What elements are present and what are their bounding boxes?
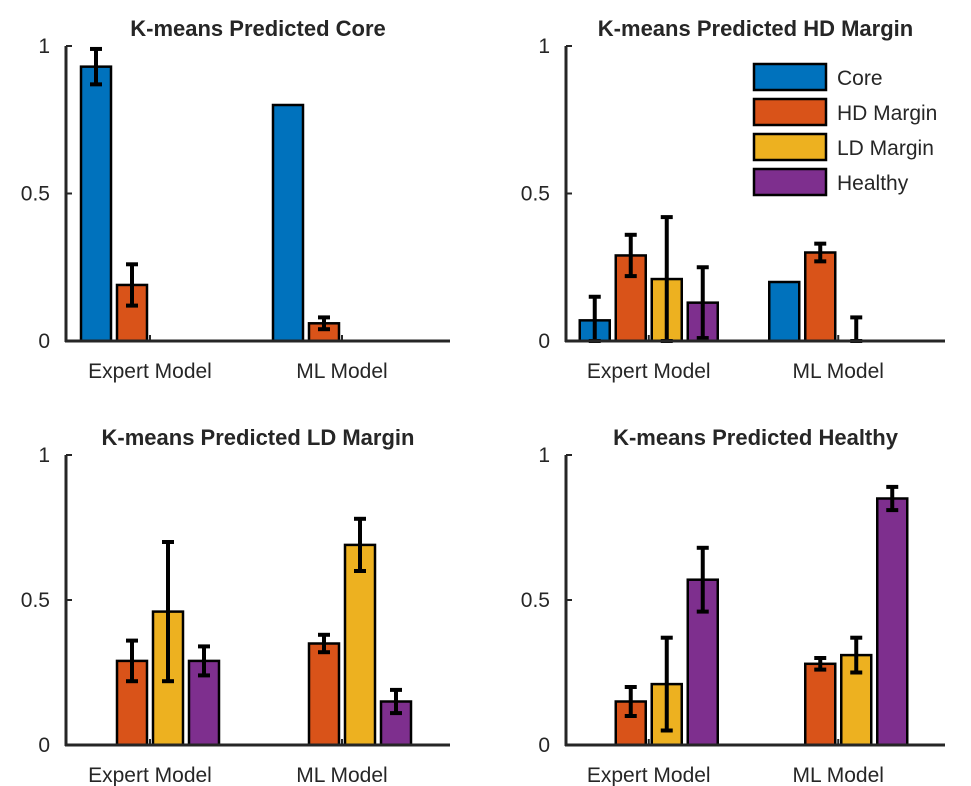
bar (271, 103, 305, 343)
chart-title: K-means Predicted HD Margin (598, 16, 913, 41)
y-tick-label: 1 (38, 444, 50, 467)
legend-swatch (752, 132, 828, 162)
y-tick-label: 0 (538, 734, 550, 757)
bar (343, 543, 377, 747)
bar (768, 280, 801, 343)
x-tick-label: Expert Model (88, 360, 212, 383)
y-tick-label: 0 (38, 734, 50, 757)
chart-title: K-means Predicted Core (130, 16, 386, 41)
legend-label: Healthy (837, 172, 909, 195)
bar (79, 65, 113, 343)
bar (804, 251, 837, 343)
panel-2: K-means Predicted HD Margin 0 0.5 1 Expert M… (521, 16, 945, 383)
bar (307, 642, 341, 747)
chart-title: K-means Predicted Healthy (613, 425, 899, 450)
x-tick-label: Expert Model (88, 764, 212, 786)
y-tick-label: 1 (538, 444, 550, 467)
y-tick-label: 0 (538, 330, 550, 353)
legend-label: HD Margin (837, 102, 937, 125)
y-tick-label: 0.5 (21, 589, 50, 612)
legend-label: LD Margin (837, 137, 934, 160)
bar (876, 497, 909, 747)
x-tick-label: ML Model (296, 764, 387, 786)
chart-title: K-means Predicted LD Margin (102, 425, 415, 450)
y-tick-label: 1 (538, 35, 550, 58)
legend-swatch (752, 62, 828, 92)
y-tick-label: 1 (38, 35, 50, 58)
legend-swatch (752, 97, 828, 127)
x-tick-label: ML Model (296, 360, 387, 383)
y-tick-label: 0.5 (21, 183, 50, 206)
legend-swatch (752, 167, 828, 197)
x-tick-label: ML Model (793, 360, 884, 383)
bar (804, 662, 837, 747)
y-tick-label: 0.5 (521, 183, 550, 206)
legend: Core HD Margin LD Margin Healthy (752, 62, 937, 197)
panel-1: K-means Predicted Core 0 0.5 1 Expert Model M… (21, 16, 450, 383)
y-tick-label: 0 (38, 330, 50, 353)
legend-label: Core (837, 67, 883, 90)
y-tick-label: 0.5 (521, 589, 550, 612)
x-tick-label: ML Model (793, 764, 884, 786)
x-tick-label: Expert Model (587, 360, 711, 383)
panel-4: K-means Predicted Healthy 0 0.5 1 Expert Mod… (521, 425, 945, 786)
x-tick-label: Expert Model (587, 764, 711, 786)
panel-3: K-means Predicted LD Margin 0 0.5 1 Expert M… (21, 425, 450, 786)
